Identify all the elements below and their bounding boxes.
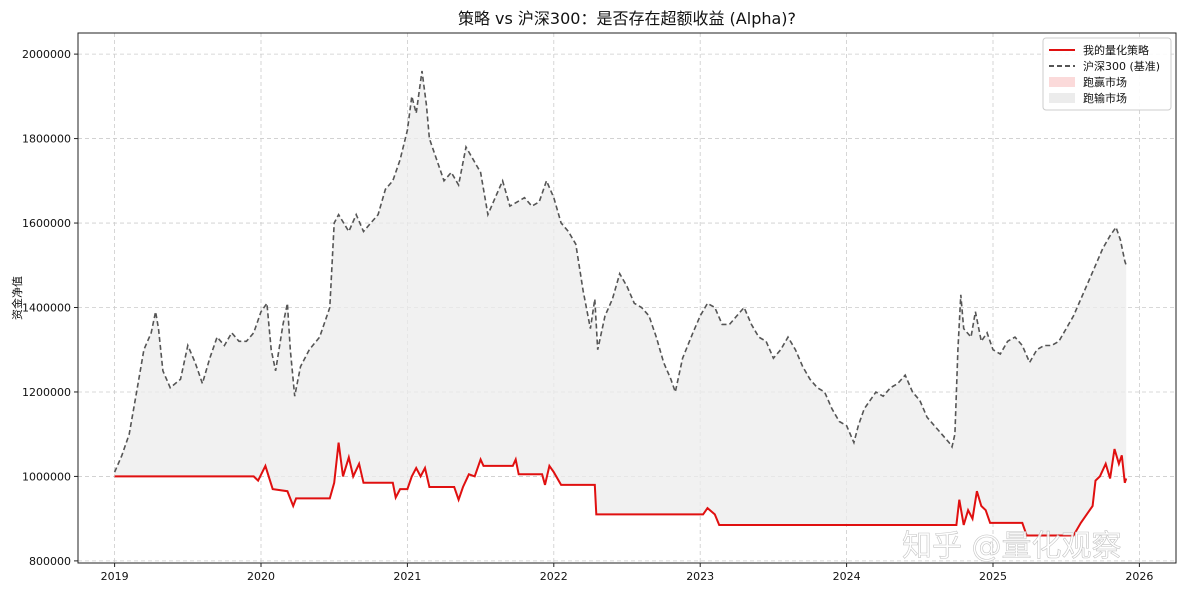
x-tick-label: 2020 <box>247 570 275 583</box>
y-tick-label: 1200000 <box>22 386 71 399</box>
legend-entry: 我的量化策略 <box>1083 43 1149 57</box>
y-axis: 800000 1000000 1200000 1400000 1600000 180000… <box>22 48 78 568</box>
series-lines <box>113 70 1128 537</box>
y-tick-label: 1000000 <box>22 470 71 483</box>
legend-entry: 沪深300 (基准) <box>1083 59 1160 73</box>
y-tick-label: 800000 <box>29 555 71 568</box>
x-tick-label: 2019 <box>101 570 129 583</box>
x-tick-label: 2023 <box>686 570 714 583</box>
series-line-strategy <box>114 442 1128 537</box>
underperform-fill <box>114 71 1127 536</box>
series-line-benchmark <box>113 70 1127 473</box>
plot-frame <box>77 32 1177 564</box>
y-tick-label: 1800000 <box>22 133 71 146</box>
legend-entry: 跑输市场 <box>1083 91 1127 105</box>
x-axis: 2019 2020 2021 2022 2023 2024 2025 2026 <box>101 563 1153 583</box>
legend-swatch <box>1049 93 1075 103</box>
y-tick-label: 1400000 <box>22 302 71 315</box>
x-tick-label: 2025 <box>979 570 1007 583</box>
y-tick-label: 2000000 <box>22 48 71 61</box>
x-tick-label: 2022 <box>540 570 568 583</box>
y-axis-label: 资金净值 <box>10 276 24 320</box>
x-tick-label: 2021 <box>393 570 421 583</box>
watermark: 知乎 @量化观察 <box>902 529 1122 564</box>
legend-swatch <box>1049 77 1075 87</box>
fill-area <box>114 71 1127 536</box>
legend-box <box>1042 37 1172 111</box>
legend-entry: 跑赢市场 <box>1083 75 1127 89</box>
chart-title: 策略 vs 沪深300：是否存在超额收益 (Alpha)? <box>458 9 796 28</box>
x-tick-label: 2026 <box>1125 570 1153 583</box>
y-tick-label: 1600000 <box>22 217 71 230</box>
x-tick-label: 2024 <box>833 570 861 583</box>
